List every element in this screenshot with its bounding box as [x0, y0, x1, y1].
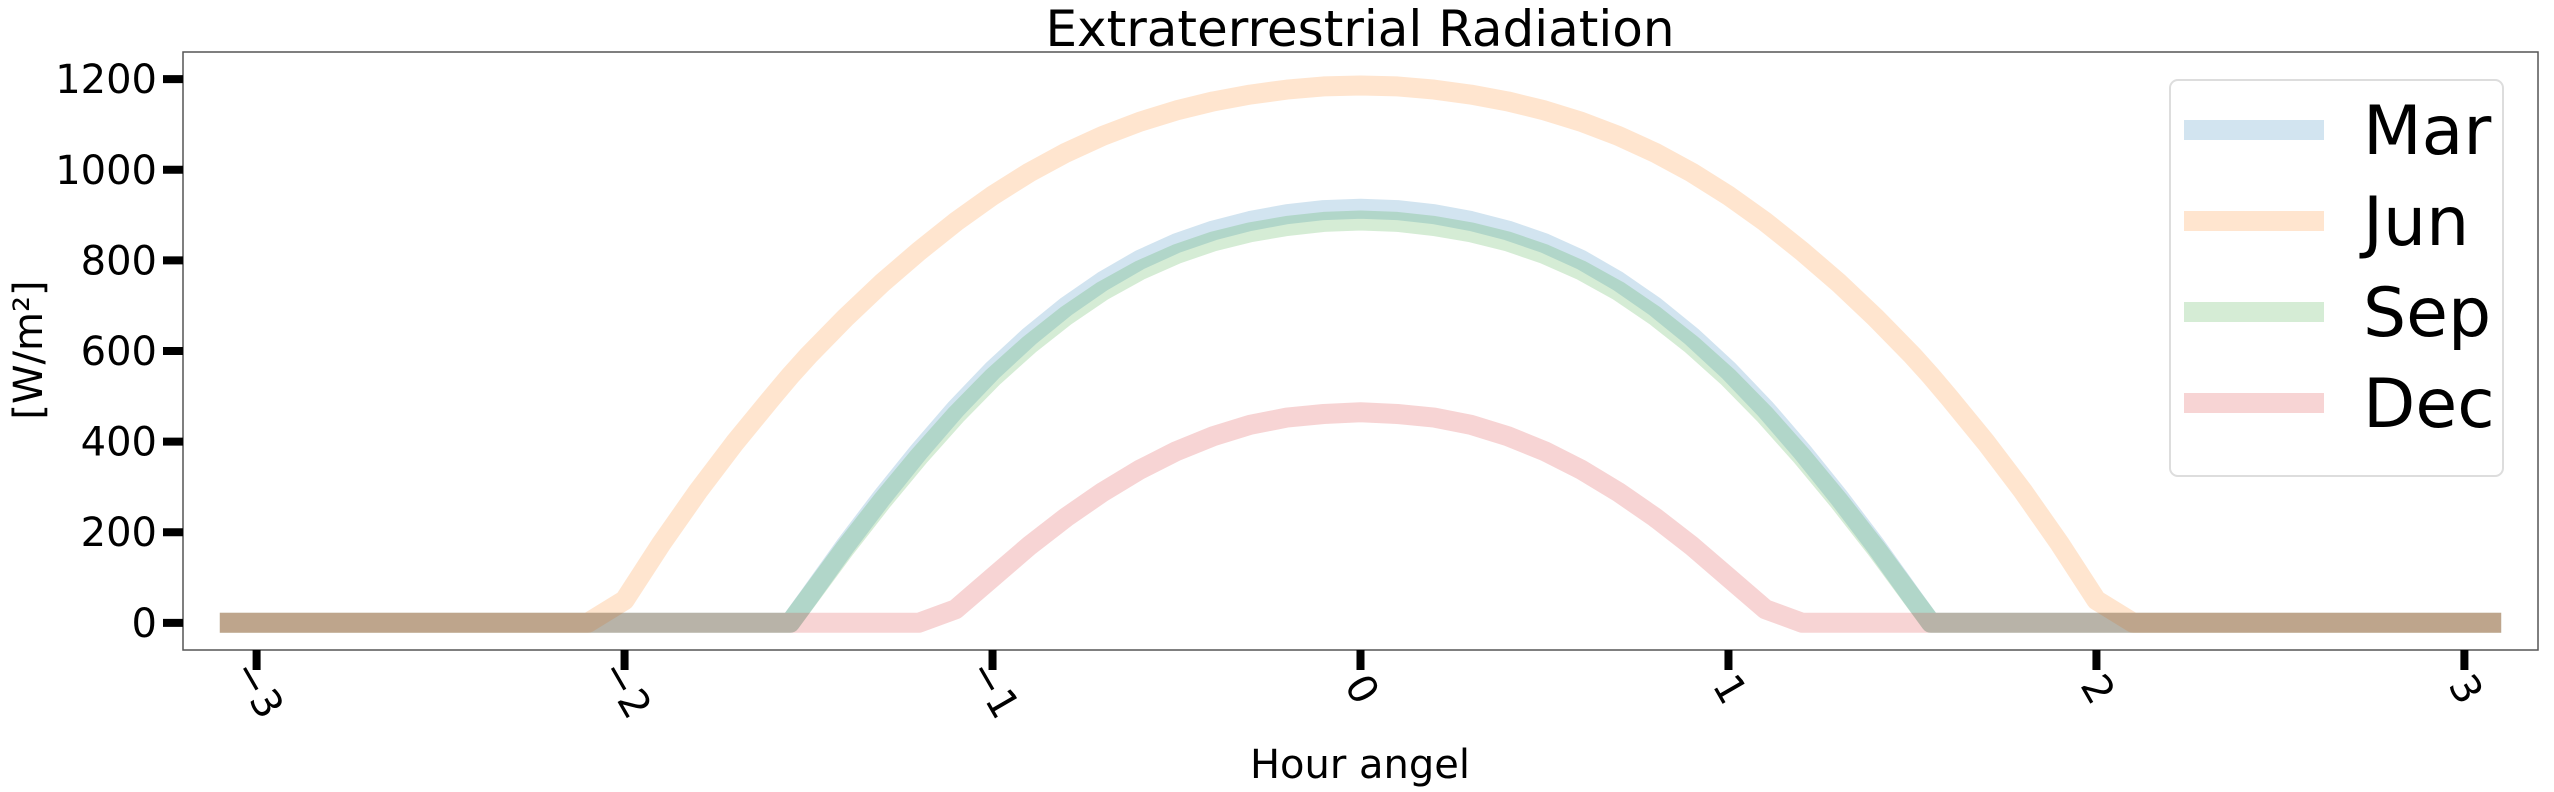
y-tick-label: 800 [81, 238, 157, 284]
y-tick-label: 600 [81, 329, 157, 375]
y-tick-label: 1200 [55, 57, 157, 103]
y-tick-label: 1000 [55, 148, 157, 194]
y-tick-label: 200 [81, 510, 157, 556]
y-tick-label: 0 [132, 601, 157, 647]
legend-label-mar: Mar [2363, 92, 2491, 171]
y-tick-label: 400 [81, 420, 157, 466]
legend: Mar Jun Sep Dec [2169, 79, 2504, 477]
legend-box [2169, 79, 2504, 477]
legend-label-sep: Sep [2363, 274, 2491, 353]
series-line-jun [219, 75, 2502, 633]
y-axis-title: [W/m²] [6, 280, 52, 419]
axes: 0 200 400 600 800 1000 1200 −3 −2 −1 0 1 2 3 [55, 51, 2539, 727]
x-axis-title: Hour angel [1250, 742, 1470, 788]
series-line-dec [219, 402, 2502, 633]
legend-label-dec: Dec [2363, 365, 2495, 444]
x-tick-label: −3 [223, 652, 292, 726]
x-tick-label: −1 [959, 652, 1028, 726]
legend-label-jun: Jun [2359, 183, 2469, 262]
x-tick-label: −2 [591, 652, 660, 726]
x-tick-label: 0 [1335, 667, 1388, 712]
x-tick-label: 3 [2439, 667, 2492, 712]
x-tick-label: 1 [1703, 667, 1756, 712]
series-line-sep [219, 210, 2502, 633]
chart-title: Extraterrestrial Radiation [1045, 0, 1674, 58]
x-tick-label: 2 [2071, 667, 2124, 712]
plot-area [219, 75, 2502, 633]
series-line-mar [219, 198, 2502, 633]
